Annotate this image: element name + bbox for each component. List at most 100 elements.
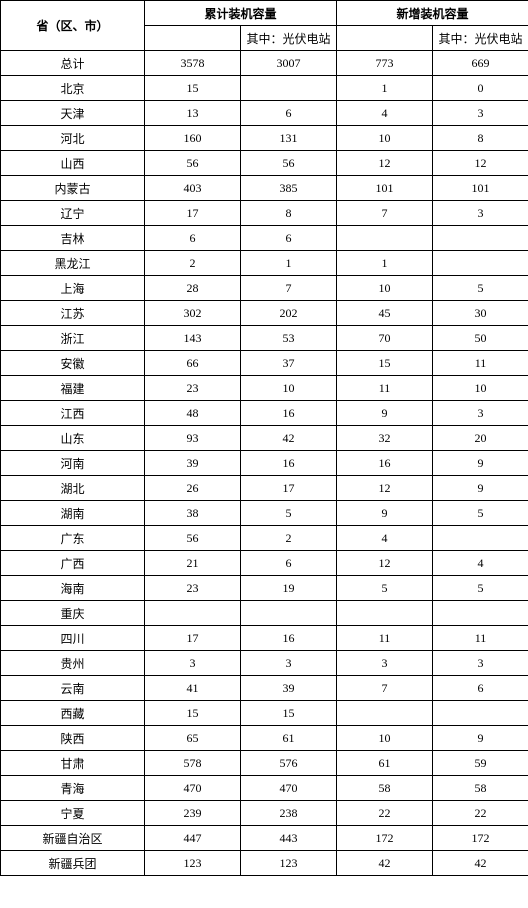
table-row: 天津13643 bbox=[1, 101, 528, 126]
table-row: 西藏1515 bbox=[1, 701, 528, 726]
cum-pv: 470 bbox=[241, 776, 337, 801]
new-pv: 3 bbox=[433, 201, 528, 226]
new-pv: 20 bbox=[433, 426, 528, 451]
new-total: 12 bbox=[337, 551, 433, 576]
new-pv: 42 bbox=[433, 851, 528, 876]
new-total: 11 bbox=[337, 376, 433, 401]
province-name: 湖北 bbox=[1, 476, 145, 501]
table-row: 湖南38595 bbox=[1, 501, 528, 526]
cum-pv: 5 bbox=[241, 501, 337, 526]
table-row: 陕西6561109 bbox=[1, 726, 528, 751]
new-total bbox=[337, 601, 433, 626]
new-pv: 59 bbox=[433, 751, 528, 776]
new-total: 12 bbox=[337, 151, 433, 176]
cum-total: 143 bbox=[145, 326, 241, 351]
new-total: 45 bbox=[337, 301, 433, 326]
cum-total: 21 bbox=[145, 551, 241, 576]
province-name: 湖南 bbox=[1, 501, 145, 526]
new-pv: 101 bbox=[433, 176, 528, 201]
table-row: 湖北2617129 bbox=[1, 476, 528, 501]
cum-total: 65 bbox=[145, 726, 241, 751]
new-total: 7 bbox=[337, 676, 433, 701]
province-name: 广西 bbox=[1, 551, 145, 576]
province-name: 上海 bbox=[1, 276, 145, 301]
new-total: 10 bbox=[337, 276, 433, 301]
new-pv: 22 bbox=[433, 801, 528, 826]
table-row: 山东93423220 bbox=[1, 426, 528, 451]
cum-pv: 16 bbox=[241, 451, 337, 476]
new-pv: 5 bbox=[433, 276, 528, 301]
cum-total: 15 bbox=[145, 701, 241, 726]
new-total: 9 bbox=[337, 401, 433, 426]
table-row: 北京1510 bbox=[1, 76, 528, 101]
table-row: 广东5624 bbox=[1, 526, 528, 551]
table-row: 内蒙古403385101101 bbox=[1, 176, 528, 201]
totals-row: 总计 3578 3007 773 669 bbox=[1, 51, 528, 76]
cum-pv: 6 bbox=[241, 226, 337, 251]
totals-new-pv: 669 bbox=[433, 51, 528, 76]
new-pv: 30 bbox=[433, 301, 528, 326]
cum-total bbox=[145, 601, 241, 626]
province-name: 四川 bbox=[1, 626, 145, 651]
province-name: 吉林 bbox=[1, 226, 145, 251]
province-name: 甘肃 bbox=[1, 751, 145, 776]
cum-pv: 202 bbox=[241, 301, 337, 326]
new-pv bbox=[433, 251, 528, 276]
cum-total: 2 bbox=[145, 251, 241, 276]
new-total: 1 bbox=[337, 76, 433, 101]
new-pv: 12 bbox=[433, 151, 528, 176]
cum-total: 239 bbox=[145, 801, 241, 826]
new-total: 11 bbox=[337, 626, 433, 651]
table-row: 河南3916169 bbox=[1, 451, 528, 476]
new-pv bbox=[433, 526, 528, 551]
province-name: 西藏 bbox=[1, 701, 145, 726]
new-total: 172 bbox=[337, 826, 433, 851]
cum-total: 23 bbox=[145, 576, 241, 601]
province-name: 新疆自治区 bbox=[1, 826, 145, 851]
table-row: 新疆兵团1231234242 bbox=[1, 851, 528, 876]
cum-total: 447 bbox=[145, 826, 241, 851]
new-pv: 9 bbox=[433, 476, 528, 501]
new-pv: 3 bbox=[433, 401, 528, 426]
new-pv: 0 bbox=[433, 76, 528, 101]
cum-pv: 16 bbox=[241, 401, 337, 426]
cum-total: 6 bbox=[145, 226, 241, 251]
cum-total: 578 bbox=[145, 751, 241, 776]
table-row: 四川17161111 bbox=[1, 626, 528, 651]
new-total bbox=[337, 701, 433, 726]
new-total: 7 bbox=[337, 201, 433, 226]
cum-pv: 385 bbox=[241, 176, 337, 201]
cum-pv: 6 bbox=[241, 101, 337, 126]
header-province: 省（区、市） bbox=[1, 1, 145, 51]
province-name: 山东 bbox=[1, 426, 145, 451]
table-row: 上海287105 bbox=[1, 276, 528, 301]
province-name: 广东 bbox=[1, 526, 145, 551]
totals-cum-pv: 3007 bbox=[241, 51, 337, 76]
cum-total: 41 bbox=[145, 676, 241, 701]
new-pv: 3 bbox=[433, 651, 528, 676]
cum-total: 56 bbox=[145, 151, 241, 176]
new-total: 10 bbox=[337, 726, 433, 751]
cum-pv: 39 bbox=[241, 676, 337, 701]
cum-total: 38 bbox=[145, 501, 241, 526]
table-row: 海南231955 bbox=[1, 576, 528, 601]
cum-pv: 53 bbox=[241, 326, 337, 351]
cum-pv: 37 bbox=[241, 351, 337, 376]
new-pv: 4 bbox=[433, 551, 528, 576]
cum-total: 66 bbox=[145, 351, 241, 376]
province-name: 北京 bbox=[1, 76, 145, 101]
cum-total: 23 bbox=[145, 376, 241, 401]
cum-pv: 123 bbox=[241, 851, 337, 876]
new-total: 32 bbox=[337, 426, 433, 451]
province-name: 重庆 bbox=[1, 601, 145, 626]
cum-pv bbox=[241, 601, 337, 626]
cum-pv: 16 bbox=[241, 626, 337, 651]
new-total bbox=[337, 226, 433, 251]
new-pv: 58 bbox=[433, 776, 528, 801]
table-row: 重庆 bbox=[1, 601, 528, 626]
cum-total: 160 bbox=[145, 126, 241, 151]
table-row: 江西481693 bbox=[1, 401, 528, 426]
cum-pv: 19 bbox=[241, 576, 337, 601]
new-total: 22 bbox=[337, 801, 433, 826]
new-total: 58 bbox=[337, 776, 433, 801]
